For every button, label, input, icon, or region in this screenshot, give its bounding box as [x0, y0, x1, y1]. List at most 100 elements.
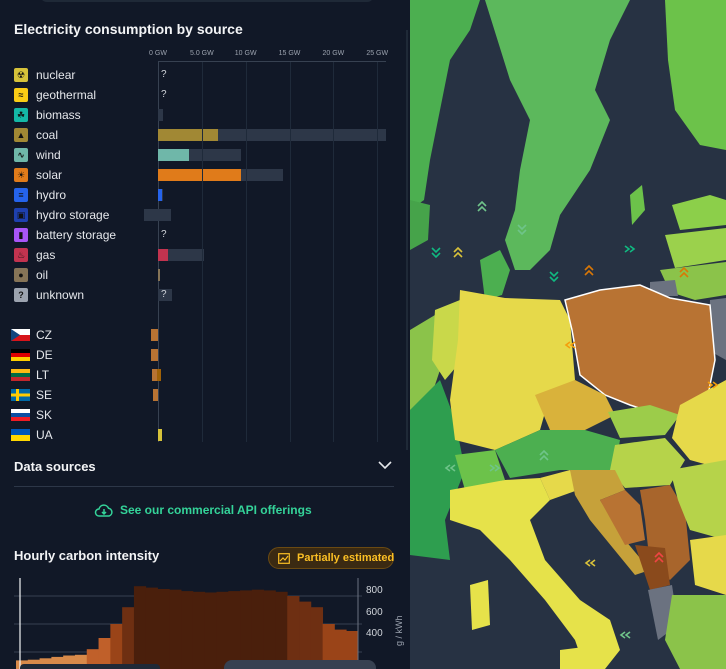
- exchange-bar[interactable]: [151, 349, 158, 361]
- hourly-bar[interactable]: [39, 658, 52, 669]
- region-ukraine: [672, 380, 726, 470]
- source-row-battery-storage[interactable]: ▮ battery storage?: [14, 226, 404, 244]
- grid-line: [377, 62, 379, 442]
- partially-estimated-badge[interactable]: Partially estimated: [268, 547, 394, 569]
- production-bar[interactable]: [158, 169, 242, 181]
- source-label: gas: [36, 248, 56, 262]
- hourly-bar[interactable]: [216, 591, 229, 669]
- capacity-bar[interactable]: [158, 289, 173, 301]
- axis-tick: 0 GW: [149, 50, 167, 57]
- exchange-bar[interactable]: [150, 329, 158, 341]
- hourly-bar[interactable]: [181, 591, 194, 669]
- hourly-bar[interactable]: [110, 624, 123, 669]
- exchange-bar[interactable]: [158, 429, 163, 441]
- production-bar[interactable]: [158, 189, 162, 201]
- region-switzerland: [455, 450, 505, 490]
- source-row-wind[interactable]: ∿ wind: [14, 146, 404, 164]
- exchange-label: CZ: [36, 328, 52, 342]
- exchange-row-ua[interactable]: UA: [11, 426, 404, 444]
- hourly-bar[interactable]: [299, 601, 312, 669]
- flag-se-icon: [11, 389, 30, 401]
- capacity-bar[interactable]: [158, 109, 164, 121]
- hourly-bar[interactable]: [228, 591, 241, 669]
- production-bar[interactable]: [158, 149, 189, 161]
- source-row-hydro[interactable]: ≡ hydro: [14, 186, 404, 204]
- flag-de-icon: [11, 349, 30, 361]
- hourly-bar[interactable]: [322, 624, 335, 669]
- unknown-icon: ?: [14, 288, 28, 302]
- source-label: wind: [36, 148, 61, 162]
- y-tick-600: 600: [366, 607, 383, 618]
- search-bar-edge[interactable]: [40, 0, 374, 2]
- unknown-marker: ?: [161, 289, 167, 300]
- hourly-bar[interactable]: [133, 586, 147, 669]
- wind-icon: ∿: [14, 148, 28, 162]
- exchange-row-de[interactable]: DE: [11, 346, 404, 364]
- hourly-bar[interactable]: [204, 592, 217, 669]
- exchange-bar[interactable]: [152, 369, 158, 381]
- hourly-bar[interactable]: [240, 590, 253, 669]
- source-row-geothermal[interactable]: ≈ geothermal?: [14, 86, 404, 104]
- divider: [14, 486, 394, 487]
- exchange-bar[interactable]: [157, 369, 161, 381]
- hourly-bar[interactable]: [251, 589, 265, 669]
- source-label: coal: [36, 128, 59, 142]
- hourly-bar[interactable]: [346, 631, 359, 669]
- source-row-solar[interactable]: ☀ solar: [14, 166, 404, 184]
- region-croatia: [570, 470, 650, 575]
- exchange-row-cz[interactable]: CZ: [11, 326, 404, 344]
- region-benelux: [432, 300, 462, 380]
- hourly-bar[interactable]: [310, 607, 324, 669]
- panel-scrollbar[interactable]: [406, 30, 408, 450]
- source-row-biomass[interactable]: ☘ biomass: [14, 106, 404, 124]
- production-bar[interactable]: [158, 269, 160, 281]
- flag-lt-icon: [11, 369, 30, 381]
- api-offerings-link[interactable]: See our commercial API offerings: [94, 503, 312, 523]
- region-slovenia: [540, 470, 578, 500]
- hourly-bar[interactable]: [263, 590, 276, 669]
- capacity-bar[interactable]: [158, 249, 205, 261]
- hourly-bar[interactable]: [334, 629, 347, 669]
- exchange-label: LT: [36, 368, 50, 382]
- source-row-oil[interactable]: ● oil: [14, 266, 404, 284]
- source-row-gas[interactable]: ♨ gas: [14, 246, 404, 264]
- region-sicily: [560, 645, 600, 669]
- hourly-carbon-chart[interactable]: [14, 578, 410, 669]
- region-bulgaria: [690, 535, 726, 595]
- source-row-coal[interactable]: ▲ coal: [14, 126, 404, 144]
- exchange-row-se[interactable]: SE: [11, 386, 404, 404]
- consumption-title: Electricity consumption by source: [14, 21, 243, 37]
- footer-button[interactable]: [224, 660, 376, 669]
- chart-estimate-icon: [278, 553, 290, 564]
- hourly-bar[interactable]: [98, 638, 111, 669]
- hourly-bar[interactable]: [145, 587, 158, 669]
- region-sardinia: [470, 580, 490, 630]
- hourly-bar[interactable]: [287, 596, 300, 669]
- exchange-row-sk[interactable]: SK: [11, 406, 404, 424]
- production-bar[interactable]: [158, 249, 168, 261]
- hourly-bar[interactable]: [169, 589, 182, 669]
- api-link-label: See our commercial API offerings: [120, 503, 312, 517]
- hourly-bar[interactable]: [192, 591, 206, 669]
- source-label: solar: [36, 168, 63, 182]
- hourly-bar[interactable]: [275, 591, 288, 669]
- region-latvia: [665, 228, 726, 268]
- production-bar[interactable]: [158, 129, 218, 141]
- source-row-nuclear[interactable]: ☢ nuclear?: [14, 66, 404, 84]
- solar-icon: ☀: [14, 168, 28, 182]
- region-norway: [410, 0, 480, 210]
- exchange-row-lt[interactable]: LT: [11, 366, 404, 384]
- exchange-bar[interactable]: [153, 389, 158, 401]
- source-row-hydro-storage[interactable]: ▣ hydro storage: [14, 206, 404, 224]
- hourly-bar[interactable]: [157, 589, 170, 669]
- y-tick-800: 800: [366, 585, 383, 596]
- map-canvas[interactable]: [410, 0, 726, 669]
- data-sources-toggle[interactable]: Data sources: [14, 458, 394, 478]
- map[interactable]: [410, 0, 726, 669]
- battery-storage-icon: ▮: [14, 228, 28, 242]
- capacity-bar[interactable]: [144, 209, 171, 221]
- region-island: [630, 185, 645, 225]
- hourly-bar[interactable]: [122, 607, 135, 669]
- cloud-download-icon: [94, 504, 113, 517]
- source-row-unknown[interactable]: ? unknown?: [14, 286, 404, 304]
